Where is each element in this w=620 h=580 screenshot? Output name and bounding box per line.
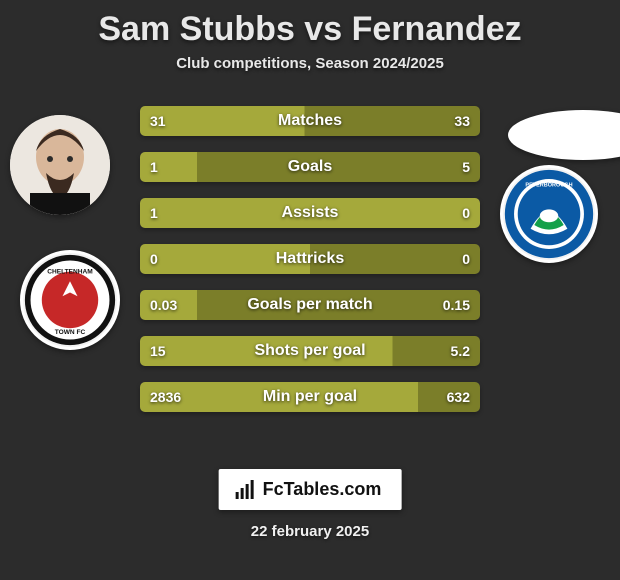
metric-row: Matches31 33 bbox=[140, 106, 480, 136]
brand-chart-icon bbox=[233, 478, 257, 502]
metric-row: Min per goal2836 632 bbox=[140, 382, 480, 412]
metric-right-value: 632 bbox=[447, 389, 470, 405]
metric-left-value: 1 bbox=[150, 205, 158, 221]
metric-left-value: 31 bbox=[150, 113, 166, 129]
metric-row: Shots per goal15 5.2 bbox=[140, 336, 480, 366]
metric-row: Hattricks0 0 bbox=[140, 244, 480, 274]
player-headshot-icon bbox=[10, 115, 110, 215]
metric-right-value: 0 bbox=[462, 251, 470, 267]
svg-text:PETERBOROUGH: PETERBOROUGH bbox=[525, 182, 572, 188]
metric-right-value: 0 bbox=[462, 205, 470, 221]
page-title: Sam Stubbs vs Fernandez bbox=[0, 0, 620, 49]
player-right-placeholder bbox=[508, 110, 620, 160]
metric-right-value: 5 bbox=[462, 159, 470, 175]
metric-label: Goals bbox=[140, 158, 480, 176]
metric-label: Assists bbox=[140, 204, 480, 222]
metric-label: Min per goal bbox=[140, 388, 480, 406]
metric-left-value: 0.03 bbox=[150, 297, 177, 313]
club-left-crest: CHELTENHAM TOWN FC bbox=[20, 250, 120, 350]
metric-row: Goals1 5 bbox=[140, 152, 480, 182]
metric-right-value: 0.15 bbox=[443, 297, 470, 313]
metric-label: Matches bbox=[140, 112, 480, 130]
peterborough-crest-icon: PETERBOROUGH bbox=[503, 168, 595, 260]
metric-label: Shots per goal bbox=[140, 342, 480, 360]
metric-row: Assists1 0 bbox=[140, 198, 480, 228]
svg-text:CHELTENHAM: CHELTENHAM bbox=[47, 269, 93, 276]
player-left-headshot bbox=[10, 115, 110, 215]
comparison-bars: Matches3133Goals15Assists10Hattricks00Go… bbox=[140, 106, 480, 428]
metric-left-value: 2836 bbox=[150, 389, 181, 405]
brand-label: FcTables.com bbox=[263, 479, 382, 499]
club-right-crest: PETERBOROUGH bbox=[500, 165, 598, 263]
svg-text:TOWN FC: TOWN FC bbox=[55, 329, 86, 336]
metric-label: Hattricks bbox=[140, 250, 480, 268]
cheltenham-crest-icon: CHELTENHAM TOWN FC bbox=[23, 253, 117, 347]
comparison-stage: CHELTENHAM TOWN FC PETERBOROUGH Matches3… bbox=[0, 90, 620, 520]
metric-left-value: 1 bbox=[150, 159, 158, 175]
metric-row: Goals per match0.03 0.15 bbox=[140, 290, 480, 320]
footer-date: 22 february 2025 bbox=[0, 523, 620, 540]
metric-right-value: 5.2 bbox=[451, 343, 470, 359]
brand-badge: FcTables.com bbox=[219, 469, 402, 510]
metric-right-value: 33 bbox=[454, 113, 470, 129]
page-subtitle: Club competitions, Season 2024/2025 bbox=[0, 55, 620, 72]
metric-left-value: 15 bbox=[150, 343, 166, 359]
metric-label: Goals per match bbox=[140, 296, 480, 314]
metric-left-value: 0 bbox=[150, 251, 158, 267]
